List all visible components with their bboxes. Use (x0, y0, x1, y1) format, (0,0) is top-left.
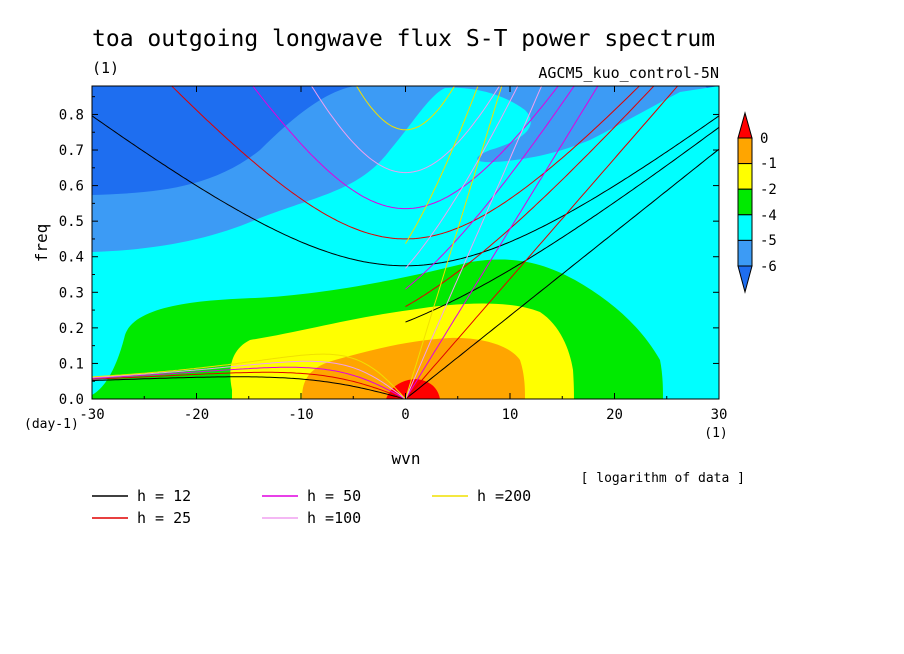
colorbar-label-5: -6 (760, 259, 777, 275)
chart-subtitle-left: (1) (92, 59, 119, 77)
inertia-gravity-curve (92, 115, 719, 267)
eastward-inertia-gravity-curve (405, 86, 575, 290)
kelvin-wave-curve (405, 86, 679, 399)
y-tick-label: 0.4 (59, 250, 84, 266)
rossby-wave-curve (92, 376, 406, 399)
contour-fill-level-1 (302, 337, 525, 399)
eastward-inertia-gravity-curve (405, 86, 655, 308)
kelvin-wave-curve (405, 86, 599, 399)
colorbar-top-arrow (737, 111, 753, 139)
colorbar: 0 -1 -2 -4 -5 -6 (737, 111, 777, 294)
colorbar-swatch-level-2 (737, 188, 753, 216)
legend-label-h200: h =200 (477, 487, 531, 505)
y-tick-label: 0.1 (59, 356, 84, 372)
colorbar-swatch-level-5 (737, 239, 753, 267)
colorbar-label-0: 0 (760, 131, 768, 147)
y-tick-label: 0.7 (59, 143, 84, 159)
eastward-inertia-gravity-curve (405, 126, 719, 323)
y-tick-label: 0.5 (59, 214, 84, 230)
plot-area (92, 86, 719, 399)
colorbar-swatch-level-0 (737, 137, 753, 165)
rossby-wave-curve (92, 371, 406, 399)
inertia-gravity-curve (170, 86, 641, 240)
y-tick-label: 0.2 (59, 321, 84, 337)
legend-label-h12: h = 12 (137, 487, 191, 505)
x-tick-label: -30 (79, 407, 104, 423)
x-tick-label: 20 (606, 407, 623, 423)
colorbar-label-1: -1 (760, 156, 777, 172)
colorbar-swatch-level-4 (737, 214, 753, 241)
rossby-wave-curve (92, 360, 406, 399)
inertia-gravity-curve (252, 86, 559, 210)
legend-label-h100: h =100 (307, 509, 361, 527)
rossby-wave-curve (92, 353, 406, 399)
y-axis-label: freq (32, 224, 51, 263)
legend: h = 12 h = 25 h = 50 h =100 h =200 (92, 487, 531, 527)
legend-label-h50: h = 50 (307, 487, 361, 505)
colorbar-bottom-arrow (737, 265, 753, 294)
legend-label-h25: h = 25 (137, 509, 191, 527)
kelvin-wave-curve (405, 86, 503, 399)
x-tick-label: 30 (711, 407, 728, 423)
colorbar-label-3: -4 (760, 208, 777, 224)
y-unit-label: (day-1) (24, 417, 79, 432)
x-tick-label: -20 (184, 407, 209, 423)
y-tick-label: 0.3 (59, 285, 84, 301)
x-axis: -30 -20 -10 0 10 20 30 (79, 86, 727, 423)
data-note: [ logarithm of data ] (581, 471, 745, 486)
colorbar-swatch-level-1 (737, 163, 753, 190)
y-tick-label: 0.0 (59, 392, 84, 408)
x-unit-label: (1) (704, 426, 727, 441)
dispersion-curves (92, 86, 719, 399)
eastward-inertia-gravity-curve (405, 86, 479, 244)
y-axis: 0.0 0.1 0.2 0.3 0.4 0.5 0.6 0.7 0.8 (59, 96, 719, 408)
inertia-gravity-curve (355, 86, 456, 131)
x-tick-label: 0 (401, 407, 409, 423)
colorbar-label-4: -5 (760, 233, 777, 249)
y-tick-label: 0.8 (59, 107, 84, 123)
inertia-gravity-curve (310, 86, 501, 174)
chart-title: toa outgoing longwave flux S-T power spe… (92, 26, 715, 52)
chart-subtitle-right: AGCM5_kuo_control-5N (538, 64, 719, 82)
eastward-inertia-gravity-curve (405, 86, 519, 269)
colorbar-label-2: -2 (760, 182, 777, 198)
kelvin-wave-curve (405, 86, 543, 399)
y-tick-label: 0.6 (59, 179, 84, 195)
x-tick-label: -10 (288, 407, 313, 423)
x-tick-label: 10 (502, 407, 519, 423)
rossby-wave-curve (92, 366, 406, 399)
kelvin-wave-curve (405, 148, 719, 399)
x-axis-label: wvn (392, 449, 421, 468)
